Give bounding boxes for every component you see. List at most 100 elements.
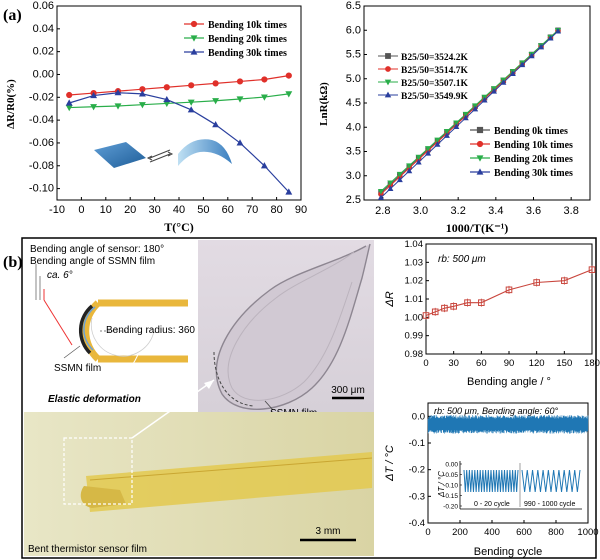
data-point: [285, 188, 293, 195]
data-point: [453, 120, 460, 126]
plot-frame: [427, 402, 589, 524]
elastic-deformation-label: Elastic deformation: [48, 394, 141, 405]
bending-sheet-illustration: [94, 139, 232, 168]
y-tick-label: 0.99: [405, 331, 424, 342]
series-line: [69, 93, 289, 109]
x-tick-label: 0: [78, 204, 84, 216]
data-point: [561, 277, 568, 284]
inset-y-tick-label: 0.00: [445, 462, 458, 469]
x-tick-label: 90: [295, 204, 307, 216]
data-point: [431, 308, 439, 316]
data-point: [260, 94, 268, 101]
microscope-photo: SSMN film 300 μm: [198, 240, 374, 419]
chart-delta-r-vs-bending-angle: ΔR Bending angle / ° rb: 500 μm 0 30 60 90 1…: [384, 239, 600, 388]
data-point: [260, 162, 268, 169]
b-value-labels: B25/50=3524.2K B25/50=3514.7K B25/50=3507.…: [378, 53, 469, 102]
x-tick-label: 60: [222, 204, 234, 216]
chart-title: rb: 500 μm, Bending angle: 60°: [434, 406, 559, 416]
y-tick-label: 1.04: [405, 239, 424, 250]
data-point: [472, 105, 479, 112]
x-tick-label: 3.2: [451, 205, 466, 217]
chart-title: rb: 500 μm: [438, 254, 486, 265]
data-point: [65, 99, 73, 106]
data-point: [434, 141, 441, 147]
inset-y-tick-label: -0.05: [443, 472, 458, 479]
y-tick-label: -0.08: [29, 160, 54, 172]
x-tick-label: 30: [148, 204, 160, 216]
data-point: [406, 167, 413, 174]
legend-label: Bending 10k times: [494, 140, 573, 151]
inset-y-label: ΔT / °C: [437, 471, 446, 498]
data-point: [236, 139, 244, 146]
legend-marker: [190, 48, 198, 55]
x-tick-label: 80: [270, 204, 282, 216]
x-tick-label: 60: [476, 358, 487, 369]
y-axis-label: LnR(kΩ): [318, 82, 330, 126]
x-tick-label: 90: [504, 358, 515, 369]
x-tick-label: 10: [100, 204, 112, 216]
chart-delta-t-vs-bending-cycle: ΔT / °C Bending cycle rb: 500 μm, Bendin…: [384, 402, 599, 558]
data-point: [114, 103, 122, 110]
legend-label: Bending 10k times: [208, 20, 287, 31]
b-legend-marker: [384, 91, 392, 98]
x-tick-label: 30: [448, 358, 459, 369]
flat-sheet: [94, 142, 146, 168]
data-point: [462, 111, 469, 118]
data-point: [415, 154, 422, 161]
data-point: [505, 286, 513, 294]
data-point: [114, 89, 122, 96]
data-point: [462, 114, 469, 121]
data-point: [422, 312, 430, 319]
x-axis-label: Bending angle / °: [467, 376, 551, 388]
data-point: [285, 91, 293, 98]
x-tick-label: 1000: [577, 527, 598, 538]
data-point: [415, 158, 422, 165]
x-tick-label: 150: [556, 358, 572, 369]
bent-film-outline: [215, 243, 371, 410]
b-value-label: B25/50=3549.9K: [401, 92, 469, 102]
panel-b-label: (b): [3, 254, 23, 271]
legend-label: Bending 20k times: [208, 34, 287, 45]
data-point: [187, 106, 195, 113]
ssmn-dashed-outline: [213, 351, 255, 407]
legend-label: Bending 30k times: [208, 48, 287, 59]
bending-angle-sensor-label: Bending angle of sensor: 180°: [30, 244, 164, 255]
x-tick-label: 0: [425, 527, 430, 538]
x-tick-label: 20: [124, 204, 136, 216]
legend-marker: [190, 20, 198, 28]
data-point: [472, 103, 479, 109]
series-line: [425, 269, 593, 317]
ca-angle-label: ca. 6°: [47, 270, 73, 281]
x-tick-label: 600: [516, 527, 532, 538]
y-tick-label: -0.10: [29, 183, 54, 195]
ssmn-film-label: SSMN film: [54, 363, 101, 374]
data-point: [212, 98, 220, 105]
legend-marker: [190, 35, 198, 42]
data-point: [481, 97, 488, 103]
y-tick-label: 5.0: [346, 73, 361, 85]
legend-label: Bending 30k times: [494, 168, 573, 179]
inset-y-tick-label: -0.15: [443, 493, 458, 500]
b-legend-marker: [384, 79, 392, 86]
x-tick-label: 400: [484, 527, 500, 538]
y-tick-label: 1.01: [405, 294, 424, 305]
y-tick-label: 4.5: [346, 97, 361, 109]
zoom-region-box: [63, 437, 133, 505]
data-point: [212, 121, 220, 128]
inset-wave-990-1000: [521, 469, 581, 493]
data-point: [377, 194, 384, 200]
data-point: [377, 189, 384, 195]
x-axis-label: Bending cycle: [474, 546, 543, 558]
data-point: [443, 129, 450, 135]
data-point: [453, 123, 460, 130]
data-point: [188, 82, 195, 89]
data-point: [490, 88, 497, 94]
y-tick-label: 1.03: [405, 257, 424, 268]
x-tick-label: 800: [548, 527, 564, 538]
y-axis-label: ΔR/R0(%): [5, 79, 17, 129]
inset-label-0-20: 0 - 20 cycle: [474, 501, 510, 508]
chart-lnr-vs-inverse-temperature: LnR(kΩ) 1000/T(K⁻¹) 2.8 3.0 3.2 3.4 3.6 3.8 2.…: [318, 0, 591, 235]
data-point: [396, 176, 403, 183]
b-value-label: B25/50=3514.7K: [401, 66, 469, 76]
b-legend-marker: [385, 66, 391, 72]
